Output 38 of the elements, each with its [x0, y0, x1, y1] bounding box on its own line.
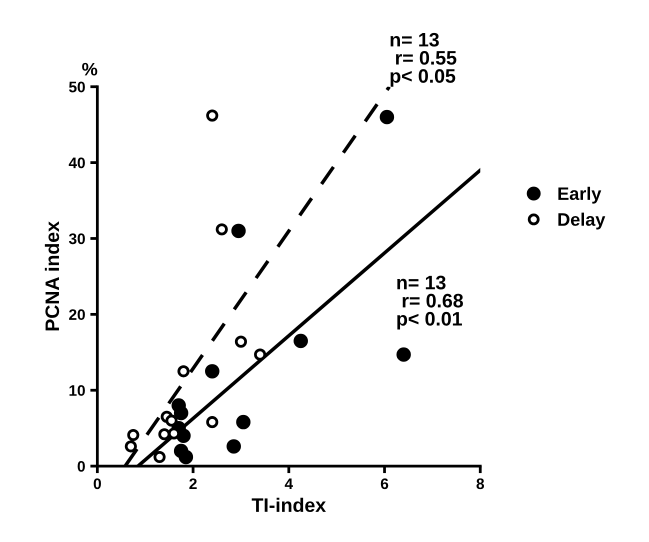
annotation: n= 13 r= 0.68 p< 0.01	[397, 276, 463, 330]
x-tick-label: 6	[380, 478, 388, 490]
y-tick-label: 30	[68, 233, 85, 244]
point	[396, 347, 411, 362]
x-tick-label: 2	[189, 478, 197, 489]
legend-label: Delay	[558, 212, 606, 230]
point	[206, 416, 218, 428]
x-tick-label: 8	[476, 478, 484, 490]
point	[231, 224, 246, 238]
x-axis-title: TI-index	[252, 498, 326, 512]
point	[177, 365, 190, 378]
y-tick-label: 50	[69, 82, 85, 92]
point	[205, 364, 220, 378]
point	[154, 450, 166, 464]
point	[226, 439, 241, 454]
legend-label: Early	[558, 186, 602, 204]
x-tick-label: 4	[284, 478, 293, 489]
point	[236, 414, 251, 430]
point	[206, 110, 218, 122]
y-tick-label: 40	[68, 157, 85, 168]
point	[216, 223, 228, 236]
point	[158, 428, 170, 440]
point	[124, 440, 137, 452]
x-tick-label: 0	[94, 478, 101, 490]
point	[165, 414, 178, 427]
y-tick-label: 0	[78, 460, 85, 472]
point	[127, 428, 140, 442]
point	[174, 406, 188, 420]
y-tick-label: 20	[69, 309, 85, 320]
point	[254, 348, 266, 361]
point	[178, 450, 194, 464]
annotation: n= 13 r= 0.55 p< 0.05	[390, 32, 456, 87]
point	[294, 334, 308, 348]
y-tick-label: 10	[70, 385, 85, 396]
text: %	[82, 62, 98, 76]
point	[380, 110, 394, 124]
point	[234, 336, 247, 348]
y-axis-title: PCNA index	[44, 221, 60, 330]
